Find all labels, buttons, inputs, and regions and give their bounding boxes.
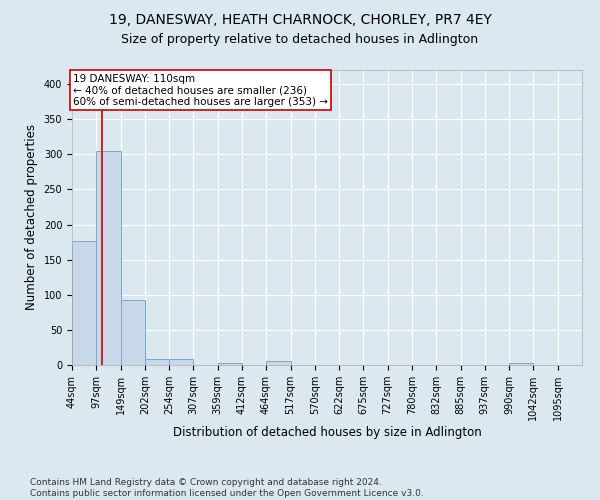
Bar (266, 362, 290, 365)
Text: Contains HM Land Registry data © Crown copyright and database right 2024.
Contai: Contains HM Land Registry data © Crown c… (30, 478, 424, 498)
Y-axis label: Number of detached properties: Number of detached properties (25, 124, 38, 310)
Text: 19, DANESWAY, HEATH CHARNOCK, CHORLEY, PR7 4EY: 19, DANESWAY, HEATH CHARNOCK, CHORLEY, P… (109, 12, 491, 26)
X-axis label: Distribution of detached houses by size in Adlington: Distribution of detached houses by size … (173, 426, 481, 438)
Bar (97, 151, 121, 365)
Text: Size of property relative to detached houses in Adlington: Size of property relative to detached ho… (121, 32, 479, 46)
Bar (218, 363, 242, 365)
Bar (72, 242, 97, 365)
Text: 19 DANESWAY: 110sqm
← 40% of detached houses are smaller (236)
60% of semi-detac: 19 DANESWAY: 110sqm ← 40% of detached ho… (73, 74, 328, 106)
Bar (121, 300, 145, 365)
Bar (509, 363, 533, 365)
Bar (169, 358, 193, 365)
Bar (145, 360, 169, 365)
